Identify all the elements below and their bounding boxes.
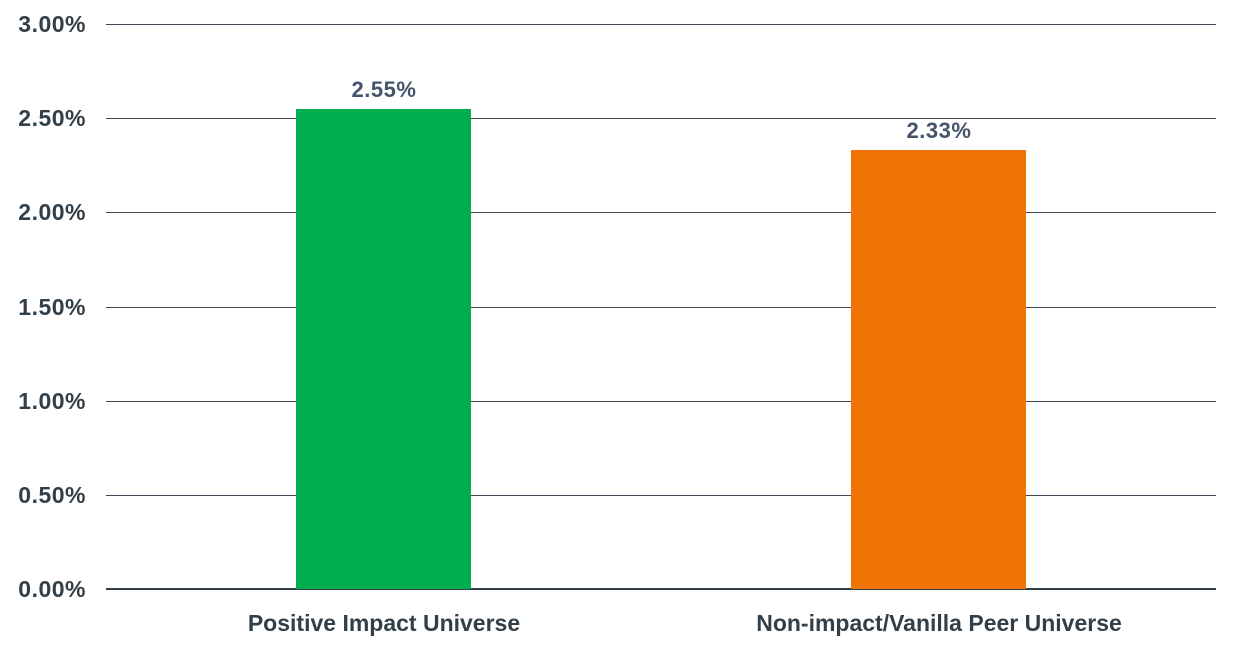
y-axis-tick-label: 0.00% bbox=[18, 576, 86, 602]
bar-2 bbox=[851, 150, 1026, 589]
data-label: 2.33% bbox=[906, 118, 972, 143]
x-axis-line bbox=[106, 588, 1216, 590]
gridline bbox=[106, 401, 1216, 402]
gridline bbox=[106, 212, 1216, 213]
y-axis-tick-label: 3.00% bbox=[18, 11, 86, 37]
x-axis-category-label: Positive Impact Universe bbox=[247, 610, 521, 636]
y-axis-tick-label: 2.00% bbox=[18, 199, 86, 225]
y-axis-tick-label: 2.50% bbox=[18, 105, 86, 131]
gridline bbox=[106, 307, 1216, 308]
y-axis-tick-label: 1.50% bbox=[18, 294, 86, 320]
gridline bbox=[106, 24, 1216, 25]
x-axis-category-label: Non-impact/Vanilla Peer Universe bbox=[756, 610, 1122, 636]
bar-1 bbox=[296, 109, 471, 589]
gridline bbox=[106, 118, 1216, 119]
gridline bbox=[106, 495, 1216, 496]
y-axis-tick-label: 0.50% bbox=[18, 482, 86, 508]
y-axis-tick-label: 1.00% bbox=[18, 388, 86, 414]
data-label: 2.55% bbox=[351, 77, 417, 102]
